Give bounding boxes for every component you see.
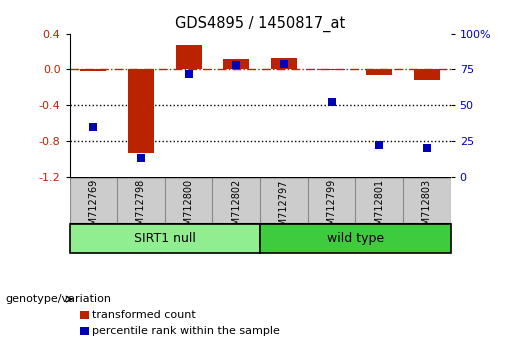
- Bar: [223, 59, 249, 69]
- Bar: [176, 45, 202, 69]
- Bar: [318, 69, 345, 70]
- Bar: [271, 58, 297, 69]
- Text: GSM712802: GSM712802: [231, 179, 241, 238]
- Bar: [80, 69, 107, 71]
- FancyBboxPatch shape: [80, 327, 89, 335]
- Text: SIRT1 null: SIRT1 null: [134, 232, 196, 245]
- Text: GSM712798: GSM712798: [136, 179, 146, 238]
- Text: GSM712799: GSM712799: [327, 179, 336, 238]
- FancyBboxPatch shape: [260, 224, 451, 253]
- Bar: [366, 69, 392, 75]
- Text: GSM712769: GSM712769: [89, 179, 98, 238]
- FancyBboxPatch shape: [70, 224, 260, 253]
- Text: GSM712801: GSM712801: [374, 179, 384, 238]
- Text: percentile rank within the sample: percentile rank within the sample: [92, 326, 280, 336]
- Text: GSM712803: GSM712803: [422, 179, 432, 238]
- Text: GSM712800: GSM712800: [184, 179, 194, 238]
- Title: GDS4895 / 1450817_at: GDS4895 / 1450817_at: [175, 16, 345, 32]
- Text: wild type: wild type: [327, 232, 384, 245]
- Text: genotype/variation: genotype/variation: [5, 294, 111, 304]
- Bar: [414, 69, 440, 80]
- Bar: [128, 69, 154, 153]
- Text: GSM712797: GSM712797: [279, 179, 289, 239]
- Text: transformed count: transformed count: [92, 310, 195, 320]
- FancyBboxPatch shape: [80, 311, 89, 319]
